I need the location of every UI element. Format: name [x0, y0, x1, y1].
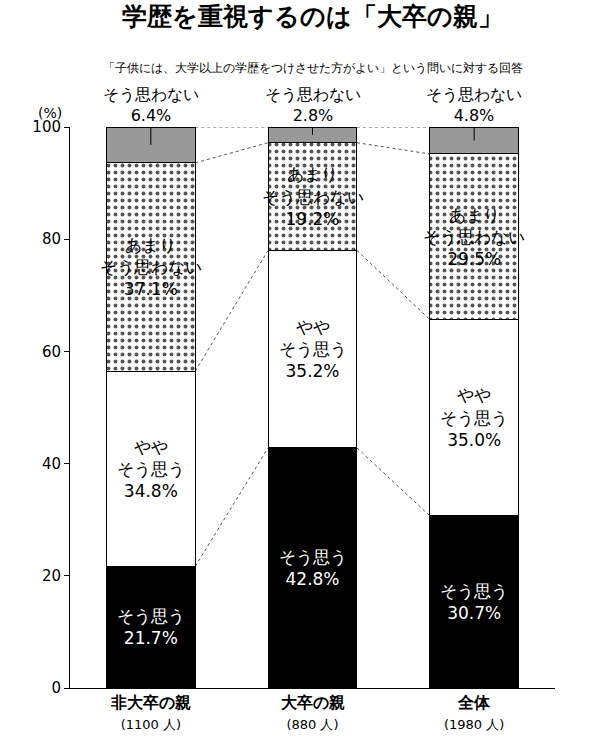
svg-text:そう思わない4.8%: そう思わない4.8%: [426, 85, 522, 125]
svg-text:ややそう思う35.0%: ややそう思う35.0%: [440, 385, 508, 449]
svg-text:20: 20: [42, 567, 61, 585]
svg-text:60: 60: [42, 343, 61, 361]
svg-text:大卒の親(880 人): 大卒の親(880 人): [281, 693, 345, 732]
svg-text:そう思う42.8%: そう思う42.8%: [279, 547, 347, 589]
svg-text:ややそう思う34.8%: ややそう思う34.8%: [117, 437, 185, 501]
svg-text:(%): (%): [38, 105, 62, 121]
svg-text:そう思わない6.4%: そう思わない6.4%: [103, 85, 199, 125]
svg-text:そう思わない2.8%: そう思わない2.8%: [265, 85, 361, 125]
svg-text:100: 100: [32, 118, 61, 136]
svg-text:80: 80: [42, 230, 61, 248]
svg-text:学歴を重視するのは「大卒の親」: 学歴を重視するのは「大卒の親」: [122, 2, 503, 31]
svg-text:0: 0: [51, 679, 61, 697]
svg-text:あまりそう思わない19.2%: あまりそう思わない19.2%: [262, 164, 364, 228]
svg-text:あまりそう思わない37.1%: あまりそう思わない37.1%: [100, 235, 202, 299]
svg-text:あまりそう思わない29.5%: あまりそう思わない29.5%: [423, 205, 525, 269]
svg-text:そう思う21.7%: そう思う21.7%: [117, 606, 185, 648]
svg-text:ややそう思う35.2%: ややそう思う35.2%: [279, 317, 347, 381]
svg-text:そう思う30.7%: そう思う30.7%: [440, 581, 508, 623]
svg-text:40: 40: [42, 455, 61, 473]
svg-text:非大卒の親(1100 人): 非大卒の親(1100 人): [110, 693, 191, 732]
svg-text:全体(1980 人): 全体(1980 人): [444, 693, 504, 732]
svg-text:「子供には、大学以上の学歴をつけさせた方がよい」という問いに: 「子供には、大学以上の学歴をつけさせた方がよい」という問いに対する回答: [103, 61, 523, 75]
